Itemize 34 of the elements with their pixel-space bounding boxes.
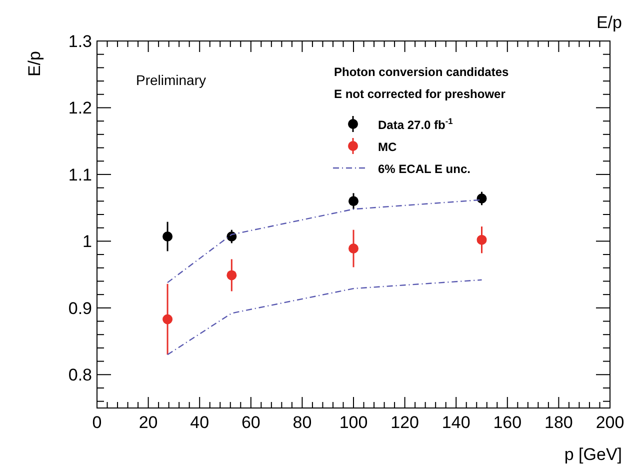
y-tick-label: 1.2 bbox=[68, 98, 92, 118]
y-tick-label: 0.9 bbox=[68, 298, 92, 318]
point bbox=[162, 314, 173, 324]
x-tick-label: 180 bbox=[544, 413, 573, 432]
x-tick-label: 160 bbox=[493, 413, 522, 432]
x-tick-label: 120 bbox=[390, 413, 419, 432]
y-tick-label: 1 bbox=[82, 232, 92, 252]
legend-label: Data 27.0 fb$^{-1}$ bbox=[378, 116, 454, 132]
line-series bbox=[166, 279, 482, 356]
x-tick-label: 20 bbox=[138, 413, 158, 432]
point bbox=[162, 232, 173, 242]
point bbox=[348, 244, 358, 254]
annotation: Photon conversion candidates bbox=[334, 65, 510, 79]
x-tick-label: 0 bbox=[92, 413, 102, 432]
legend-label: MC bbox=[378, 140, 397, 154]
x-tick-label: 60 bbox=[241, 413, 260, 432]
y-tick-label: 0.8 bbox=[68, 366, 92, 385]
point bbox=[476, 193, 487, 204]
x-axis-title: p [GeV] bbox=[564, 445, 622, 464]
point bbox=[226, 270, 237, 280]
x-tick-label: 140 bbox=[442, 413, 470, 432]
x-tick-label: 100 bbox=[339, 413, 368, 432]
point bbox=[348, 196, 358, 206]
chart-title: E/p bbox=[596, 13, 622, 32]
legend-label: 6% ECAL E unc. bbox=[378, 162, 470, 176]
x-tick-label: 40 bbox=[190, 413, 210, 432]
point bbox=[476, 234, 487, 245]
annotation: Preliminary bbox=[136, 72, 206, 88]
x-tick-label: 200 bbox=[596, 413, 624, 432]
y-axis-title: E/p bbox=[25, 51, 44, 77]
annotation: E not corrected for preshower bbox=[334, 87, 506, 101]
x-tick-label: 80 bbox=[292, 413, 312, 432]
y-tick-label: 1.3 bbox=[68, 32, 92, 51]
y-tick-label: 1.1 bbox=[68, 165, 92, 184]
